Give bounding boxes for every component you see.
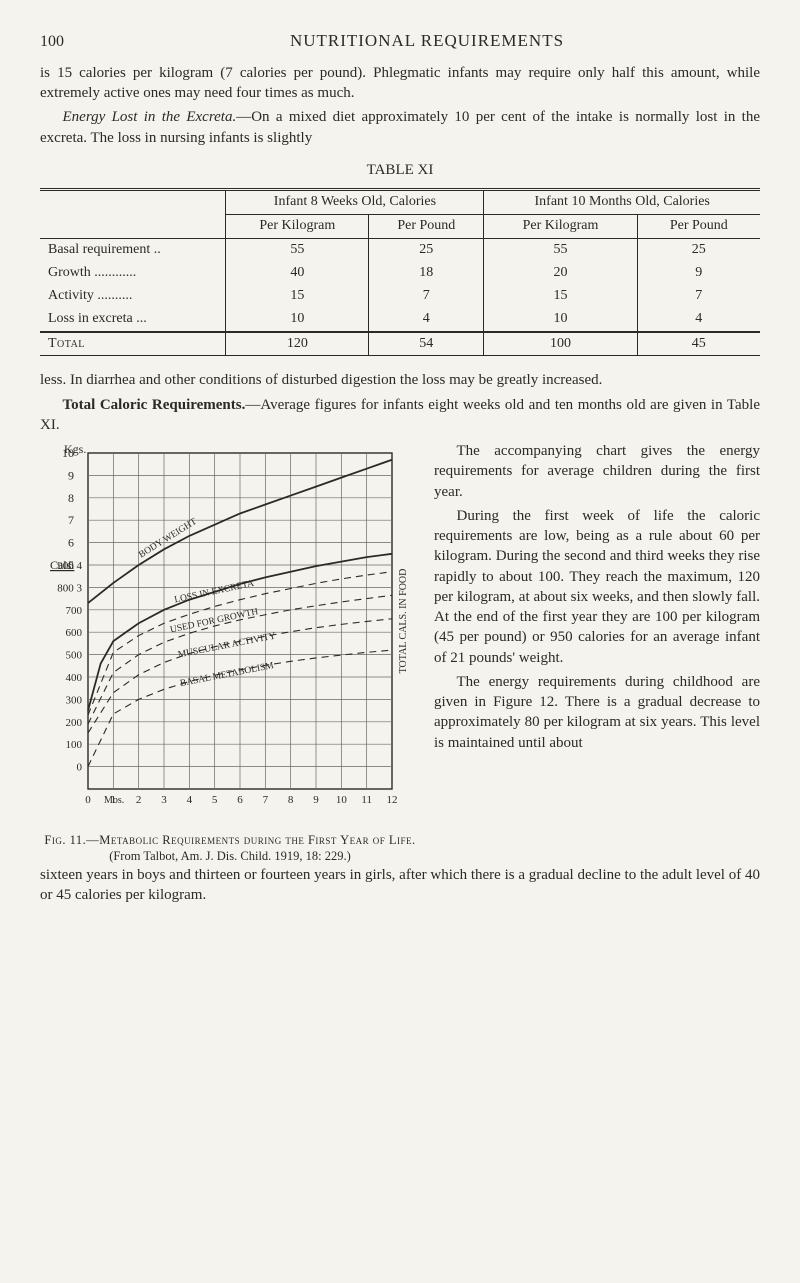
svg-text:600: 600 — [66, 627, 83, 639]
fig-label: Fig. 11.— — [44, 833, 99, 847]
svg-text:7: 7 — [68, 513, 74, 527]
svg-text:2: 2 — [136, 794, 142, 806]
para-2: Energy Lost in the Excreta.—On a mixed d… — [40, 107, 760, 148]
cell: 4 — [637, 308, 760, 332]
subcol-3: Per Kilogram — [484, 215, 637, 239]
col-group-2: Infant 10 Months Old, Calories — [484, 190, 760, 215]
para-4-lead: Total Caloric Requirements. — [63, 397, 246, 413]
cell: 18 — [369, 262, 484, 285]
svg-text:8: 8 — [288, 794, 294, 806]
cell: 55 — [484, 238, 637, 261]
figure-block: Kgs.1098765Cals.900 4800 370060050040030… — [40, 441, 760, 865]
svg-text:BASAL METABOLISM: BASAL METABOLISM — [179, 661, 275, 689]
col-group-1: Infant 8 Weeks Old, Calories — [226, 190, 484, 215]
svg-text:8: 8 — [68, 491, 74, 505]
cell: 10 — [484, 308, 637, 332]
right-p1: The accompanying chart gives the energy … — [434, 441, 760, 502]
para-4: Total Caloric Requirements.—Average figu… — [40, 395, 760, 436]
svg-text:TOTAL CALS. IN FOOD: TOTAL CALS. IN FOOD — [398, 569, 409, 674]
total-label: Total — [40, 332, 226, 356]
svg-text:3: 3 — [161, 794, 167, 806]
table-row: Activity ..........157157 — [40, 285, 760, 308]
svg-text:9: 9 — [68, 469, 74, 483]
row-label: Loss in excreta ... — [40, 308, 226, 332]
svg-text:800 3: 800 3 — [57, 583, 82, 595]
subcol-1: Per Kilogram — [226, 215, 369, 239]
figure-left: Kgs.1098765Cals.900 4800 370060050040030… — [40, 441, 420, 865]
svg-text:900 4: 900 4 — [57, 560, 82, 572]
subcol-2: Per Pound — [369, 215, 484, 239]
svg-text:500: 500 — [66, 650, 83, 662]
cell: 9 — [637, 262, 760, 285]
table-caption: TABLE XI — [40, 160, 760, 180]
svg-text:0: 0 — [85, 794, 91, 806]
svg-text:200: 200 — [66, 717, 83, 729]
svg-text:MUSCULAR ACTIVITY: MUSCULAR ACTIVITY — [177, 632, 277, 661]
svg-text:300: 300 — [66, 695, 83, 707]
svg-text:Mos.: Mos. — [104, 795, 124, 806]
right-p2: During the first week of life the calori… — [434, 506, 760, 668]
svg-text:5: 5 — [212, 794, 218, 806]
right-p3: The energy requirements during childhood… — [434, 672, 760, 753]
cell: 4 — [369, 308, 484, 332]
table-body: Basal requirement ..55255525Growth .....… — [40, 238, 760, 331]
cell: 25 — [369, 238, 484, 261]
figure-right-text: The accompanying chart gives the energy … — [434, 441, 760, 757]
cell: 25 — [637, 238, 760, 261]
total-1: 54 — [369, 332, 484, 356]
cell: 15 — [226, 285, 369, 308]
total-3: 45 — [637, 332, 760, 356]
cell: 10 — [226, 308, 369, 332]
row-label: Basal requirement .. — [40, 238, 226, 261]
para-1: is 15 calories per kilogram (7 calories … — [40, 63, 760, 104]
fig-cite: (From Talbot, Am. J. Dis. Child. 1919, 1… — [109, 849, 351, 863]
total-0: 120 — [226, 332, 369, 356]
chapter-title: NUTRITIONAL REQUIREMENTS — [94, 30, 760, 53]
table-row: Loss in excreta ...104104 — [40, 308, 760, 332]
table-xi: Infant 8 Weeks Old, Calories Infant 10 M… — [40, 188, 760, 356]
svg-text:100: 100 — [66, 739, 83, 751]
cell: 7 — [637, 285, 760, 308]
svg-text:9: 9 — [313, 794, 319, 806]
figure-chart: Kgs.1098765Cals.900 4800 370060050040030… — [40, 441, 420, 821]
row-label: Activity .......... — [40, 285, 226, 308]
page-header: 100 NUTRITIONAL REQUIREMENTS — [40, 30, 760, 53]
cell: 40 — [226, 262, 369, 285]
fig-title: Metabolic Requirements during the First … — [99, 833, 415, 847]
svg-text:700: 700 — [66, 605, 83, 617]
svg-text:6: 6 — [237, 794, 243, 806]
row-label: Growth ............ — [40, 262, 226, 285]
svg-text:0: 0 — [77, 762, 83, 774]
svg-text:USED FOR GROWTH: USED FOR GROWTH — [169, 607, 259, 635]
total-2: 100 — [484, 332, 637, 356]
cell: 55 — [226, 238, 369, 261]
svg-text:4: 4 — [187, 794, 193, 806]
cell: 7 — [369, 285, 484, 308]
subcol-4: Per Pound — [637, 215, 760, 239]
para-final: sixteen years in boys and thirteen or fo… — [40, 865, 760, 906]
cell: 15 — [484, 285, 637, 308]
para-3: less. In diarrhea and other conditions o… — [40, 370, 760, 390]
table-row: Growth ............4018209 — [40, 262, 760, 285]
table-corner — [40, 190, 226, 239]
svg-text:400: 400 — [66, 672, 83, 684]
page-number: 100 — [40, 31, 64, 53]
figure-caption: Fig. 11.—Metabolic Requirements during t… — [40, 833, 420, 864]
cell: 20 — [484, 262, 637, 285]
para-2-lead: Energy Lost in the Excreta. — [63, 109, 237, 125]
svg-text:6: 6 — [68, 536, 74, 550]
svg-text:7: 7 — [263, 794, 269, 806]
svg-text:11: 11 — [361, 794, 372, 806]
svg-text:10: 10 — [62, 446, 74, 460]
svg-text:10: 10 — [336, 794, 348, 806]
table-row: Basal requirement ..55255525 — [40, 238, 760, 261]
svg-text:12: 12 — [387, 794, 398, 806]
